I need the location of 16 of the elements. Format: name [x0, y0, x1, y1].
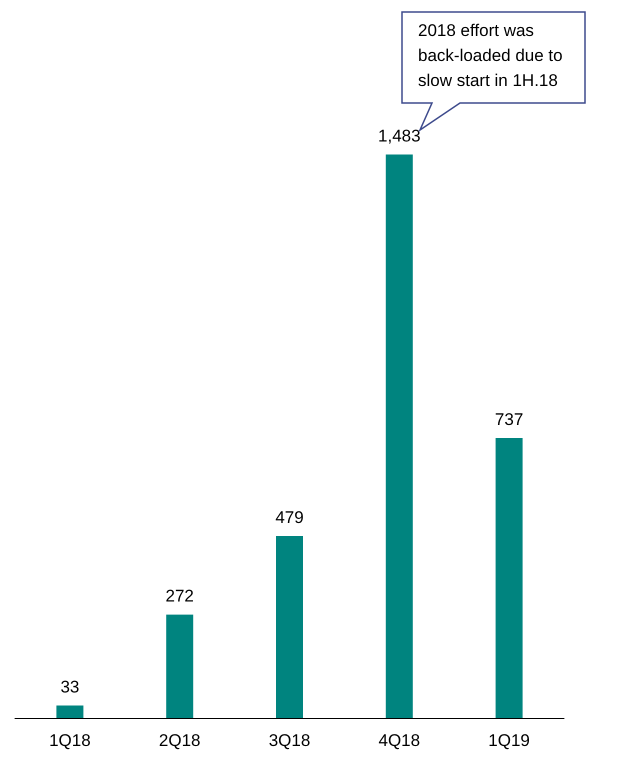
x-tick-label: 2Q18: [158, 731, 200, 750]
bar: [386, 154, 413, 718]
text: 2018 effort was back-loaded due to slow start in 1H.18: [418, 21, 568, 90]
x-tick-label: 1Q18: [49, 731, 91, 750]
data-label: 33: [60, 677, 80, 696]
bar: [496, 438, 523, 718]
x-tick-label: 3Q18: [268, 731, 310, 750]
bar: [276, 536, 303, 718]
data-label: 479: [275, 508, 304, 527]
data-label: 1,483: [378, 126, 421, 146]
x-tick-label: 4Q18: [378, 731, 420, 750]
bar: [56, 705, 84, 718]
data-label: 272: [166, 586, 194, 606]
bar: [166, 614, 194, 718]
data-label: 737: [494, 410, 524, 429]
x-tick-label: 1Q19: [488, 731, 530, 750]
